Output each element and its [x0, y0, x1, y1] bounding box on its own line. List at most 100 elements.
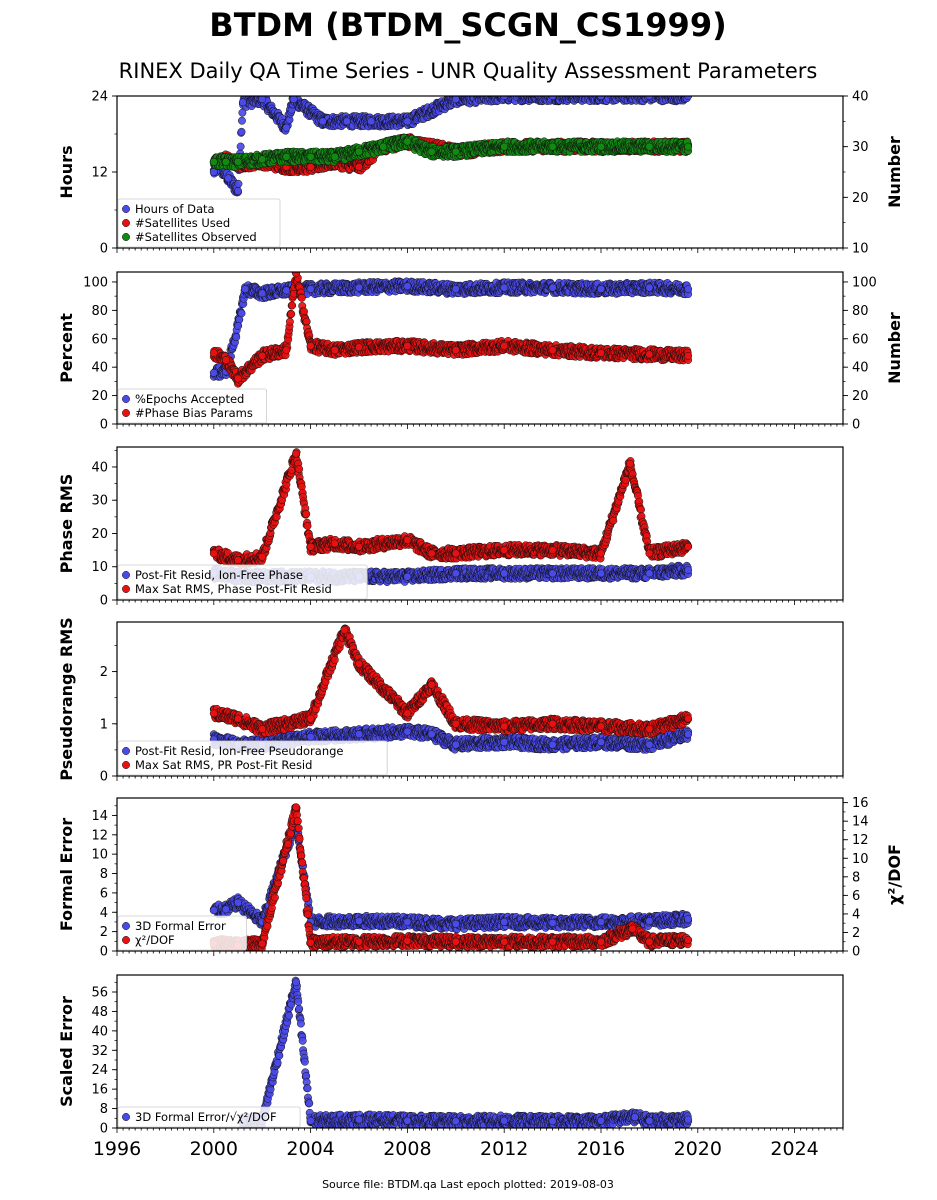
data-point [238, 98, 247, 107]
data-point [355, 147, 363, 156]
data-point [289, 96, 298, 104]
data-point [483, 88, 490, 95]
data-point [645, 283, 654, 292]
data-point [536, 88, 543, 95]
data-point [477, 96, 482, 97]
data-point [487, 96, 492, 97]
data-point [236, 142, 245, 151]
data-point [234, 187, 242, 195]
data-point [624, 88, 631, 95]
data-point [234, 179, 243, 188]
data-point [579, 96, 582, 97]
data-point [612, 88, 619, 95]
data-point [516, 88, 523, 95]
data-point [515, 88, 522, 95]
data-point [635, 88, 642, 95]
data-point [607, 87, 614, 94]
data-point [643, 96, 647, 97]
data-point [629, 87, 636, 94]
data-point [285, 317, 294, 326]
data-point [495, 96, 500, 97]
data-point [306, 285, 315, 293]
data-point [487, 96, 492, 97]
y-tick-label: 20 [91, 389, 108, 404]
legend-marker [122, 219, 130, 227]
data-point [606, 87, 613, 94]
data-point [583, 87, 590, 94]
legend: Hours of Data#Satellites Used#Satellites… [117, 198, 281, 248]
x-ticks [116, 424, 844, 429]
data-point [451, 96, 460, 104]
y-axis-label: Hours [57, 145, 76, 198]
legend-label: #Satellites Observed [135, 230, 257, 244]
data-point [500, 88, 507, 95]
data-point [662, 88, 669, 95]
data-point [512, 87, 519, 94]
y-axis-label-right: Number [885, 312, 904, 384]
data-point [509, 88, 516, 95]
data-point [580, 88, 587, 95]
data-point [480, 96, 485, 97]
figure-title: BTDM (BTDM_SCGN_CS1999) [209, 6, 726, 44]
data-point [297, 293, 306, 302]
data-point [568, 96, 572, 97]
data-point [619, 96, 624, 97]
data-point [663, 88, 670, 95]
data-point [501, 88, 508, 95]
data-point [282, 152, 291, 161]
data-point [258, 96, 267, 104]
y-tick-label-right: 0 [852, 418, 860, 433]
data-point [282, 286, 291, 295]
data-point [500, 142, 509, 151]
data-point [538, 88, 545, 95]
data-point [571, 88, 578, 95]
data-point [503, 87, 510, 94]
data-point [237, 127, 246, 136]
figure-subtitle: RINEX Daily QA Time Series - UNR Quality… [119, 59, 818, 83]
data-point [224, 174, 233, 183]
data-point [258, 155, 267, 164]
data-point [548, 283, 557, 292]
y-tick-label-right: 100 [852, 275, 877, 290]
data-point [684, 142, 693, 151]
series-1 [209, 277, 693, 381]
panel-2: 020406080100Percent020406080100Number%Ep… [57, 271, 904, 433]
data-point [503, 88, 510, 95]
data-point [238, 116, 246, 125]
data-point [318, 117, 327, 126]
data-point [672, 96, 675, 97]
data-point [209, 368, 218, 377]
data-point [597, 142, 605, 151]
data-point [624, 96, 630, 97]
data-point [287, 310, 296, 318]
data-point [662, 96, 666, 97]
data-point [495, 88, 502, 95]
data-point [683, 88, 690, 95]
data-point [534, 88, 541, 95]
data-point [680, 96, 683, 97]
data-point [367, 117, 376, 126]
data-point [451, 285, 460, 293]
y-tick-label-right: 10 [852, 242, 869, 257]
data-point [237, 309, 246, 318]
legend-label: #Satellites Used [135, 216, 230, 230]
data-point [684, 88, 691, 95]
data-point [234, 157, 242, 166]
data-point [209, 157, 218, 166]
data-point [684, 88, 691, 95]
data-point [560, 96, 563, 97]
data-points [209, 272, 693, 388]
data-point [614, 88, 621, 95]
data-point [640, 88, 647, 95]
data-point [675, 87, 682, 94]
data-point [671, 96, 675, 97]
data-point [671, 88, 678, 95]
data-point [524, 96, 528, 97]
data-point [550, 88, 557, 95]
data-point [232, 333, 241, 342]
data-point [549, 96, 553, 97]
data-point [659, 88, 666, 95]
